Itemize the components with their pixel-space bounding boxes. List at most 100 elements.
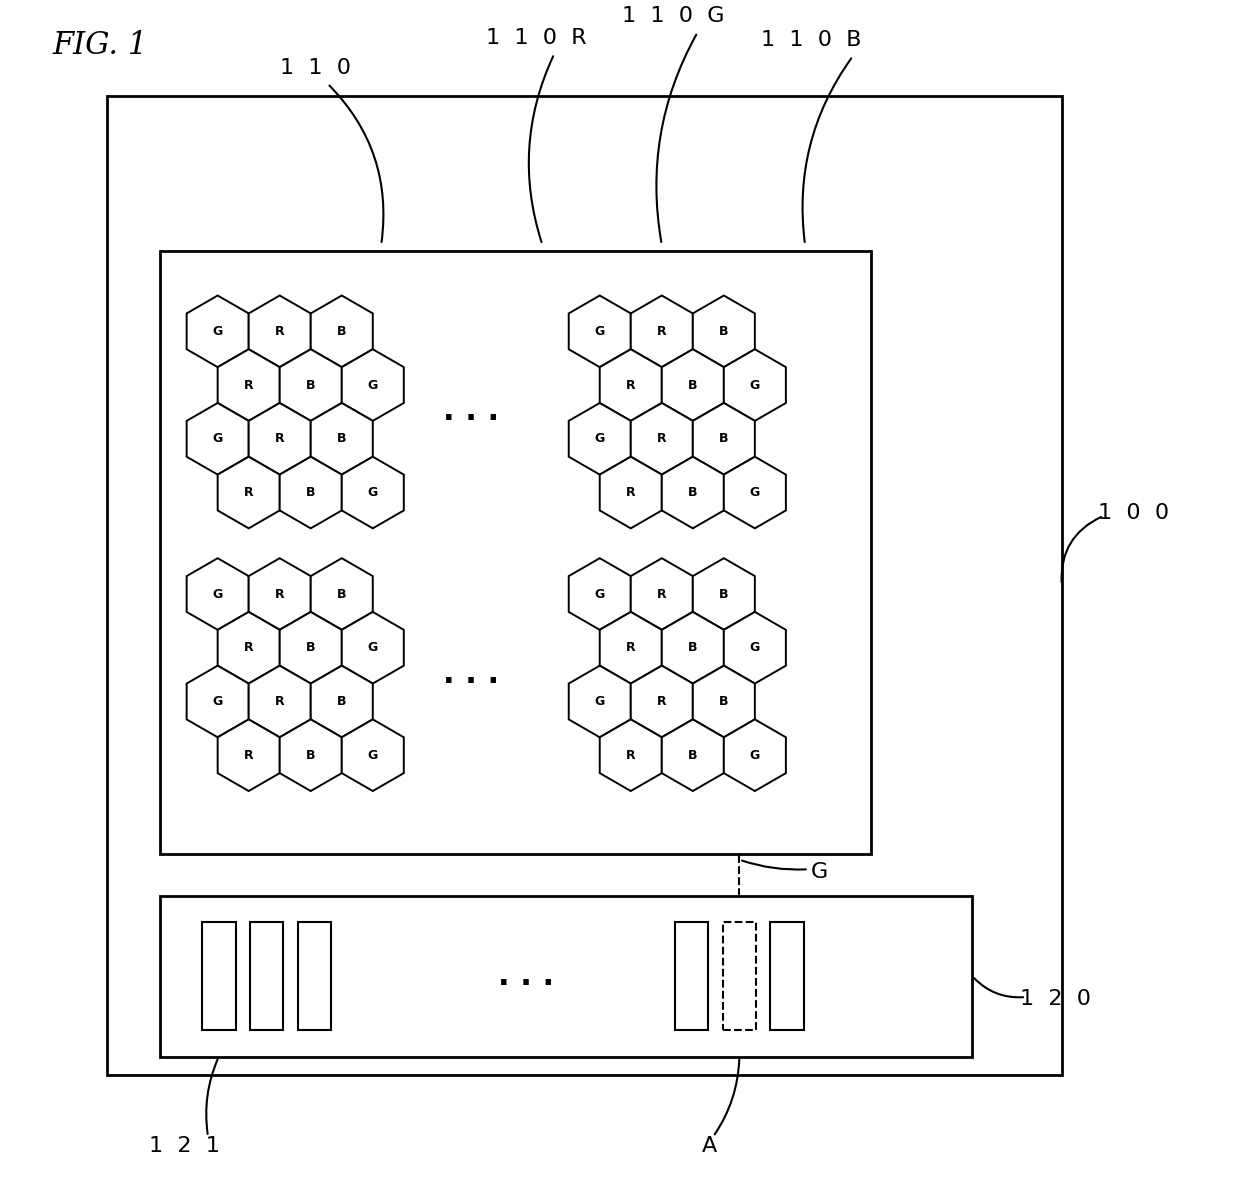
Text: B: B xyxy=(337,432,346,445)
Text: G: G xyxy=(595,695,605,708)
Polygon shape xyxy=(693,295,755,368)
Polygon shape xyxy=(600,349,662,421)
Text: G: G xyxy=(212,432,223,445)
Polygon shape xyxy=(187,402,249,474)
Text: G: G xyxy=(212,325,223,338)
Text: . . .: . . . xyxy=(497,961,554,991)
Text: B: B xyxy=(719,432,729,445)
Polygon shape xyxy=(569,402,631,474)
Text: B: B xyxy=(688,749,698,762)
Polygon shape xyxy=(724,719,786,792)
Text: 1  1  0: 1 1 0 xyxy=(280,57,351,78)
Text: G: G xyxy=(750,641,760,654)
Bar xyxy=(160,251,870,854)
Text: B: B xyxy=(719,325,729,338)
Polygon shape xyxy=(249,402,311,474)
Text: R: R xyxy=(657,325,667,338)
Polygon shape xyxy=(600,613,662,683)
Bar xyxy=(107,96,1061,1075)
Polygon shape xyxy=(600,456,662,528)
Text: G: G xyxy=(367,378,378,392)
Polygon shape xyxy=(631,402,693,474)
Text: R: R xyxy=(275,432,284,445)
Text: R: R xyxy=(626,378,636,392)
Text: 1  1  0  R: 1 1 0 R xyxy=(486,27,587,48)
Text: B: B xyxy=(306,749,315,762)
Text: 1  2  1: 1 2 1 xyxy=(149,1137,219,1156)
Polygon shape xyxy=(693,402,755,474)
Polygon shape xyxy=(662,349,724,421)
Polygon shape xyxy=(311,559,373,630)
Polygon shape xyxy=(218,456,280,528)
Polygon shape xyxy=(187,295,249,368)
Text: . . .: . . . xyxy=(443,398,498,426)
Polygon shape xyxy=(187,666,249,738)
Polygon shape xyxy=(662,613,724,683)
Polygon shape xyxy=(187,559,249,630)
Polygon shape xyxy=(218,613,280,683)
Text: 1  0  0: 1 0 0 xyxy=(1097,504,1169,523)
Text: G: G xyxy=(367,749,378,762)
Polygon shape xyxy=(311,666,373,738)
Text: B: B xyxy=(306,641,315,654)
Text: R: R xyxy=(275,325,284,338)
Polygon shape xyxy=(631,666,693,738)
Polygon shape xyxy=(631,559,693,630)
Text: R: R xyxy=(657,587,667,601)
Text: R: R xyxy=(275,695,284,708)
Text: 1  1  0  B: 1 1 0 B xyxy=(761,30,862,50)
Bar xyxy=(770,922,804,1029)
Bar xyxy=(675,922,708,1029)
Text: R: R xyxy=(626,486,636,499)
Text: B: B xyxy=(337,325,346,338)
Polygon shape xyxy=(280,719,342,792)
Text: 1  2  0: 1 2 0 xyxy=(1021,990,1091,1009)
Polygon shape xyxy=(280,349,342,421)
Polygon shape xyxy=(280,456,342,528)
Text: G: G xyxy=(367,641,378,654)
Polygon shape xyxy=(249,559,311,630)
Text: B: B xyxy=(337,695,346,708)
Text: B: B xyxy=(719,695,729,708)
Polygon shape xyxy=(569,666,631,738)
Polygon shape xyxy=(218,719,280,792)
Text: G: G xyxy=(811,862,828,881)
Polygon shape xyxy=(280,613,342,683)
Polygon shape xyxy=(311,402,373,474)
Text: . . .: . . . xyxy=(443,660,498,689)
Polygon shape xyxy=(569,559,631,630)
Text: G: G xyxy=(212,695,223,708)
Bar xyxy=(250,922,283,1029)
Polygon shape xyxy=(693,666,755,738)
Text: R: R xyxy=(275,587,284,601)
Text: G: G xyxy=(750,749,760,762)
Polygon shape xyxy=(249,666,311,738)
Polygon shape xyxy=(249,295,311,368)
Text: 1  1  0  G: 1 1 0 G xyxy=(622,6,725,26)
Text: B: B xyxy=(306,378,315,392)
Bar xyxy=(160,896,972,1057)
Text: G: G xyxy=(750,486,760,499)
Bar xyxy=(202,922,236,1029)
Polygon shape xyxy=(311,295,373,368)
Text: R: R xyxy=(626,749,636,762)
Bar xyxy=(298,922,331,1029)
Polygon shape xyxy=(342,349,404,421)
Text: R: R xyxy=(626,641,636,654)
Polygon shape xyxy=(342,719,404,792)
Polygon shape xyxy=(724,456,786,528)
Text: R: R xyxy=(244,378,253,392)
Text: R: R xyxy=(244,486,253,499)
Polygon shape xyxy=(693,559,755,630)
Text: G: G xyxy=(750,378,760,392)
Polygon shape xyxy=(724,613,786,683)
Text: G: G xyxy=(212,587,223,601)
Text: B: B xyxy=(688,378,698,392)
Text: G: G xyxy=(367,486,378,499)
Text: B: B xyxy=(688,641,698,654)
Polygon shape xyxy=(342,613,404,683)
Text: FIG. 1: FIG. 1 xyxy=(53,30,148,61)
Bar xyxy=(723,922,756,1029)
Text: G: G xyxy=(595,325,605,338)
Text: R: R xyxy=(657,432,667,445)
